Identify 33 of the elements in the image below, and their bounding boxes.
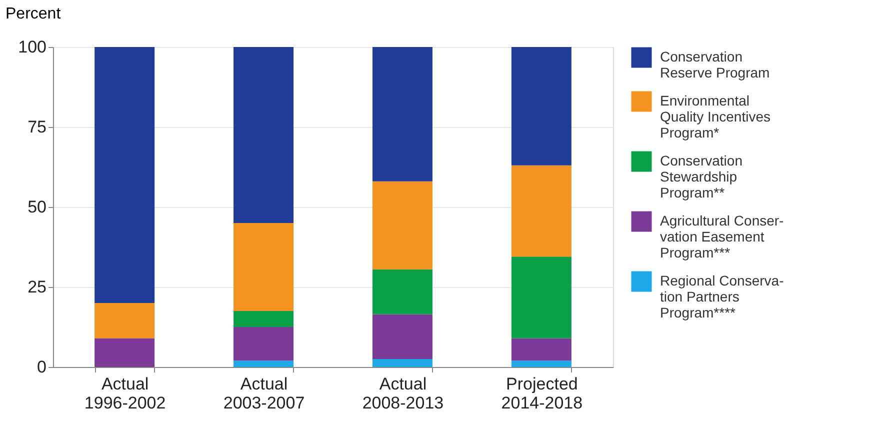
bar	[234, 311, 294, 327]
x-tick-label: Projected 2014-2018	[501, 374, 583, 412]
bar	[94, 47, 155, 303]
y-axis-title: Percent	[6, 6, 62, 22]
y-tick-label: 75	[28, 118, 46, 136]
y-tick-label: 25	[28, 278, 46, 296]
legend-label: Agricultural Conser- vation Easement Program***	[660, 212, 784, 260]
bar	[372, 359, 432, 367]
bar	[511, 256, 572, 338]
bar	[511, 47, 572, 166]
bar	[234, 223, 294, 311]
y-tick-label: 0	[37, 358, 46, 376]
y-tick-label: 50	[28, 198, 46, 216]
x-tick-label: Actual 1996-2002	[84, 374, 166, 412]
bar	[372, 47, 432, 182]
x-tick-label: Actual 2008-2013	[362, 374, 444, 412]
bar	[372, 181, 432, 270]
legend-label: Regional Conserva- tion Partners Program****	[660, 272, 784, 320]
y-tick-label: 100	[18, 38, 46, 56]
bar	[94, 338, 155, 367]
legend-label: Conservation Stewardship Program**	[660, 152, 742, 200]
bar	[234, 47, 294, 223]
bar	[234, 327, 294, 361]
legend-label: Environmental Quality Incentives Program*	[660, 92, 770, 140]
bar	[372, 314, 432, 359]
bar	[372, 269, 432, 314]
x-tick-label: Actual 2003-2007	[223, 374, 305, 412]
bar	[94, 303, 155, 338]
bar	[511, 360, 572, 367]
bar	[234, 360, 294, 367]
legend-label: Conservation Reserve Program	[660, 48, 770, 80]
bar	[511, 338, 572, 361]
bar	[511, 165, 572, 257]
